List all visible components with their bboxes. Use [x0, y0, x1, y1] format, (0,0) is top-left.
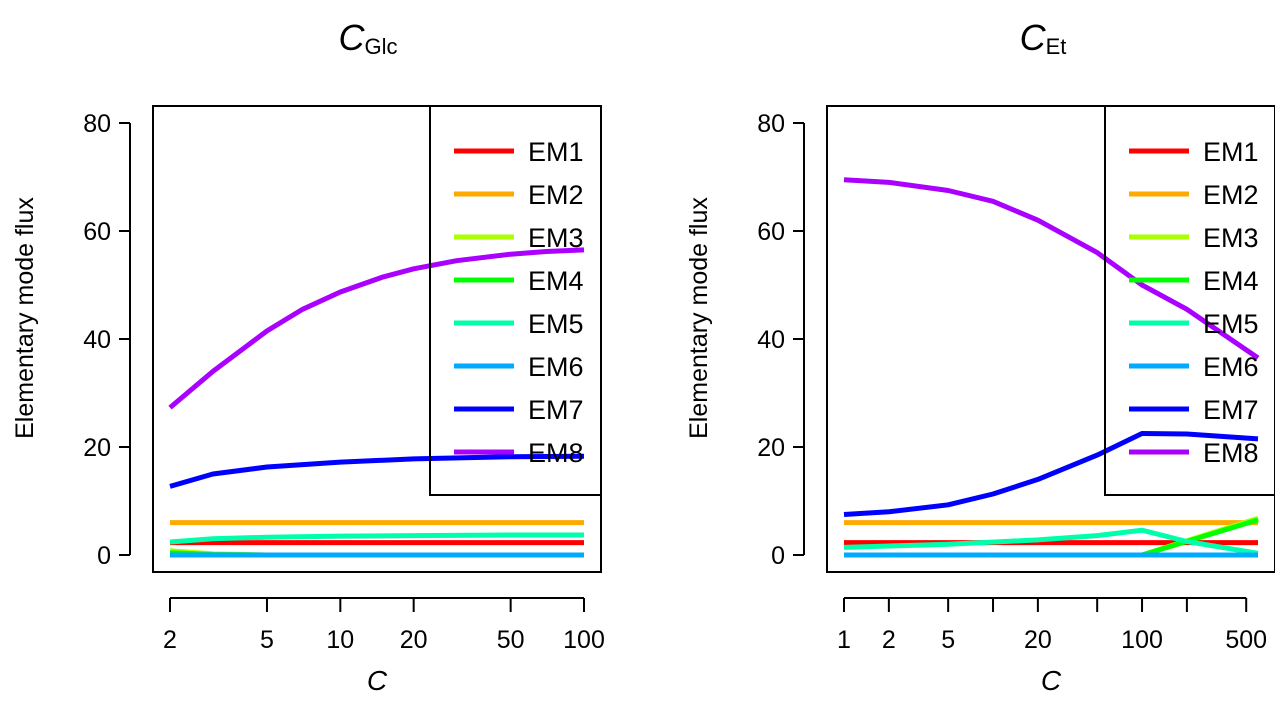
x-axis-label: C	[1041, 665, 1062, 696]
series-line-em7	[169, 453, 585, 489]
legend-label-em7: EM7	[528, 395, 584, 425]
x-tick-label: 20	[400, 626, 428, 654]
legend-label-em3: EM3	[528, 223, 584, 253]
y-tick-label: 20	[757, 434, 785, 462]
series-line-em8	[168, 247, 585, 410]
x-tick-label: 5	[941, 626, 955, 654]
chart-title-subscript: Et	[1046, 34, 1067, 59]
x-tick-label: 500	[1225, 626, 1267, 654]
x-tick-label: 100	[563, 626, 605, 654]
x-tick-label: 2	[163, 626, 177, 654]
x-tick-label: 5	[260, 626, 274, 654]
legend-label-em1: EM1	[528, 137, 584, 167]
legend-label-em5: EM5	[1203, 309, 1259, 339]
series-line-em8	[843, 177, 1260, 360]
series-line-em5	[843, 527, 1259, 556]
legend-label-em4: EM4	[1203, 266, 1259, 296]
legend-label-em7: EM7	[1203, 395, 1259, 425]
y-tick-label: 80	[757, 110, 785, 138]
x-tick-label: 100	[1121, 626, 1163, 654]
legend-label-em2: EM2	[528, 180, 584, 210]
y-tick-label: 20	[83, 434, 111, 462]
plot-frame	[152, 105, 602, 573]
series-line-em7	[843, 431, 1259, 517]
legend-label-em6: EM6	[528, 352, 584, 382]
y-tick-label: 60	[83, 218, 111, 246]
y-tick-label: 40	[83, 326, 111, 354]
y-tick-label: 0	[97, 542, 111, 570]
chart-title: CEt	[1020, 17, 1067, 59]
series-line-em5	[169, 532, 584, 545]
y-axis-label: Elementary mode flux	[685, 197, 713, 439]
legend-label-em3: EM3	[1203, 223, 1259, 253]
x-tick-label: 2	[882, 626, 896, 654]
y-tick-label: 0	[771, 542, 785, 570]
x-tick-label: 10	[326, 626, 354, 654]
legend-label-em5: EM5	[528, 309, 584, 339]
y-tick-label: 60	[757, 218, 785, 246]
x-tick-label: 1	[837, 626, 851, 654]
legend-label-em1: EM1	[1203, 137, 1259, 167]
legend-label-em2: EM2	[1203, 180, 1259, 210]
y-tick-label: 80	[83, 110, 111, 138]
y-axis-label: Elementary mode flux	[11, 197, 39, 439]
legend-label-em6: EM6	[1203, 352, 1259, 382]
legend-label-em8: EM8	[1203, 438, 1259, 468]
x-tick-label: 50	[497, 626, 525, 654]
x-tick-label: 20	[1024, 626, 1052, 654]
chart-title-main: C	[339, 17, 366, 58]
y-tick-label: 40	[757, 326, 785, 354]
chart-title: CGlc	[339, 17, 398, 59]
legend-label-em4: EM4	[528, 266, 584, 296]
plot-frame	[826, 105, 1275, 573]
chart-title-subscript: Glc	[365, 34, 398, 59]
legend-label-em8: EM8	[528, 438, 584, 468]
chart-title-main: C	[1020, 17, 1047, 58]
x-axis-label: C	[367, 665, 388, 696]
